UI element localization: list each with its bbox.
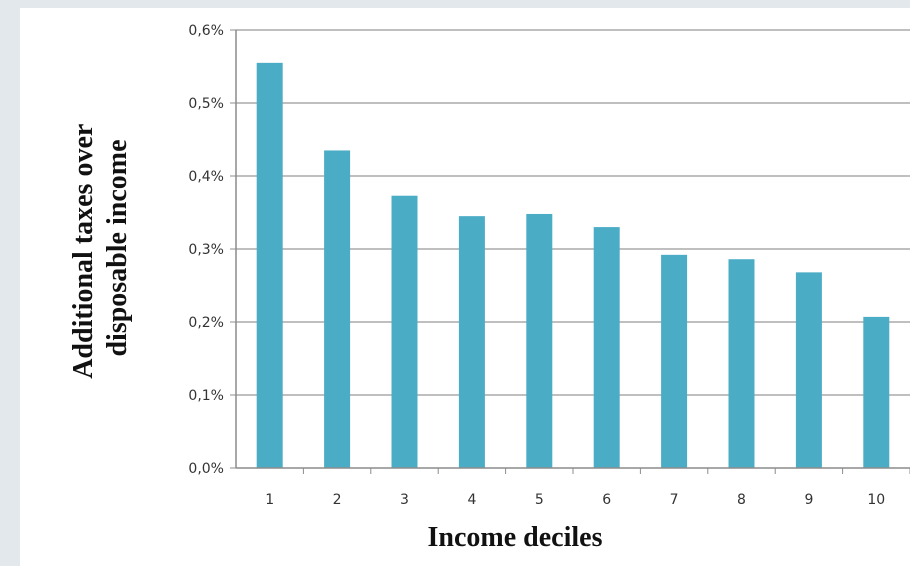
bar <box>391 195 418 468</box>
x-tick-label: 9 <box>804 492 813 508</box>
x-tick-label: 3 <box>400 492 409 508</box>
y-axis-title-line-1: Additional taxes over <box>68 124 99 379</box>
x-tick-label: 5 <box>535 492 544 508</box>
y-tick-label: 0,3% <box>188 242 224 258</box>
bar <box>661 254 688 468</box>
y-tick-label: 0,1% <box>188 388 224 404</box>
bar-chart: 0,0% 0,1% 0,2% 0,3% 0,4% 0,5% 0,6% 1 2 3 4 5 6 7 8 9 10… <box>68 23 910 553</box>
bar <box>863 316 890 468</box>
bar <box>795 272 822 468</box>
bar <box>593 227 620 468</box>
x-axis: 1 2 3 4 5 6 7 8 9 10 <box>235 30 910 508</box>
x-tick-label: 2 <box>333 492 342 508</box>
bars <box>256 62 890 468</box>
x-tick-label: 10 <box>867 492 885 508</box>
y-tick-label: 0,0% <box>188 461 224 477</box>
x-tick-label: 1 <box>265 492 274 508</box>
bar <box>324 150 351 468</box>
y-axis-title-line-2: disposable income <box>102 139 133 356</box>
x-tick-label: 4 <box>467 492 476 508</box>
y-tick-label: 0,4% <box>188 169 224 185</box>
y-axis-ticks: 0,0% 0,1% 0,2% 0,3% 0,4% 0,5% 0,6% <box>188 23 236 477</box>
x-axis-title: Income deciles <box>428 522 603 553</box>
x-tick-label: 8 <box>737 492 746 508</box>
bar <box>458 216 485 468</box>
y-tick-label: 0,6% <box>188 23 224 39</box>
bar <box>526 213 553 468</box>
bar <box>728 259 755 468</box>
y-axis-title: Additional taxes over disposable income <box>68 117 133 379</box>
bar <box>256 62 283 468</box>
x-tick-label: 6 <box>602 492 611 508</box>
y-tick-label: 0,5% <box>188 96 224 112</box>
x-tick-label: 7 <box>670 492 679 508</box>
y-tick-label: 0,2% <box>188 315 224 331</box>
chart-panel: 0,0% 0,1% 0,2% 0,3% 0,4% 0,5% 0,6% 1 2 3 4 5 6 7 8 9 10… <box>20 8 910 566</box>
